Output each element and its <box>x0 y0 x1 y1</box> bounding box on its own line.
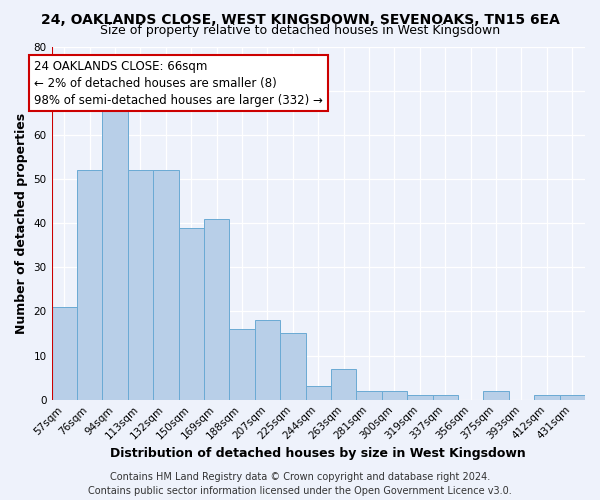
Bar <box>280 334 305 400</box>
Bar <box>484 391 509 400</box>
Bar <box>356 391 382 400</box>
Bar <box>433 396 458 400</box>
Bar <box>179 228 204 400</box>
Bar <box>305 386 331 400</box>
Bar <box>153 170 179 400</box>
Bar <box>255 320 280 400</box>
Bar <box>103 100 128 400</box>
Bar <box>77 170 103 400</box>
X-axis label: Distribution of detached houses by size in West Kingsdown: Distribution of detached houses by size … <box>110 447 526 460</box>
Bar <box>560 396 585 400</box>
Y-axis label: Number of detached properties: Number of detached properties <box>15 112 28 334</box>
Bar <box>128 170 153 400</box>
Text: Size of property relative to detached houses in West Kingsdown: Size of property relative to detached ho… <box>100 24 500 37</box>
Bar <box>52 307 77 400</box>
Bar <box>331 369 356 400</box>
Text: 24 OAKLANDS CLOSE: 66sqm
← 2% of detached houses are smaller (8)
98% of semi-det: 24 OAKLANDS CLOSE: 66sqm ← 2% of detache… <box>34 60 323 106</box>
Bar <box>534 396 560 400</box>
Text: Contains HM Land Registry data © Crown copyright and database right 2024.
Contai: Contains HM Land Registry data © Crown c… <box>88 472 512 496</box>
Bar <box>382 391 407 400</box>
Bar <box>204 218 229 400</box>
Text: 24, OAKLANDS CLOSE, WEST KINGSDOWN, SEVENOAKS, TN15 6EA: 24, OAKLANDS CLOSE, WEST KINGSDOWN, SEVE… <box>41 12 559 26</box>
Bar <box>229 329 255 400</box>
Bar <box>407 396 433 400</box>
